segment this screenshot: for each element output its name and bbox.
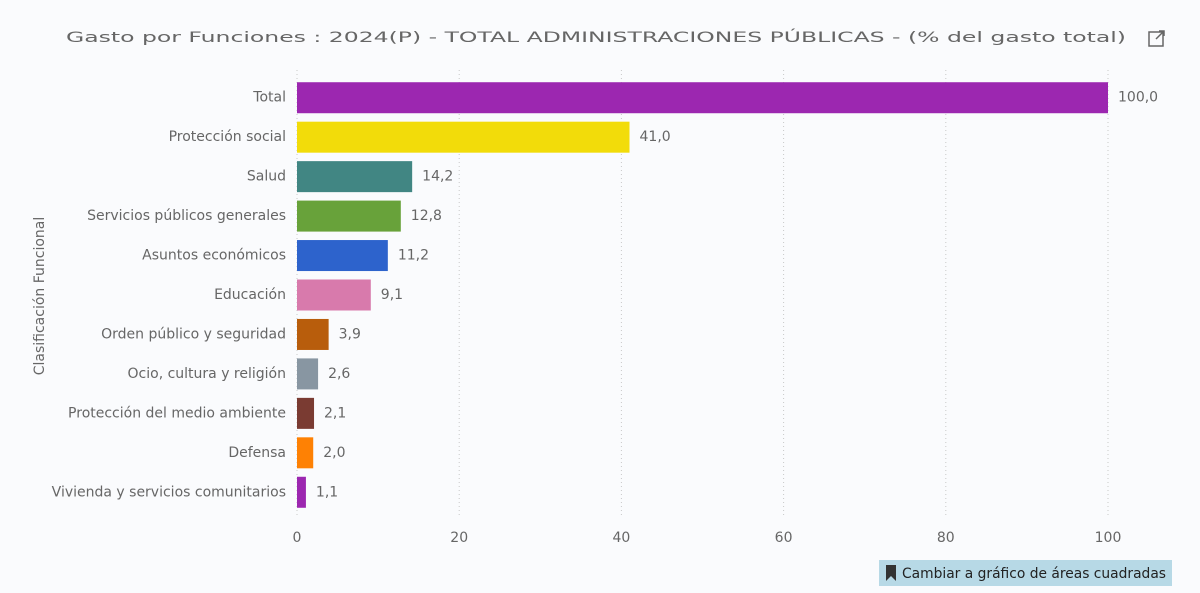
y-tick-label: Defensa [228,445,286,461]
y-tick-label: Orden público y seguridad [101,326,286,342]
x-tick-label: 100 [1095,530,1122,546]
bar [297,279,371,311]
bar [297,161,413,193]
y-tick-label: Protección social [169,129,286,145]
y-tick-label: Protección del medio ambiente [68,405,286,421]
y-tick-label: Servicios públicos generales [87,208,286,224]
x-tick-label: 20 [450,530,468,546]
data-label: 14,2 [422,169,453,185]
y-tick-label: Educación [214,287,286,303]
y-tick-label: Asuntos económicos [142,248,286,264]
bar [297,240,388,272]
x-tick-label: 0 [293,530,302,546]
x-tick-label: 60 [775,530,793,546]
y-tick-label: Vivienda y servicios comunitarios [52,484,286,500]
data-label: 100,0 [1118,90,1158,106]
expand-icon[interactable] [1148,30,1165,47]
data-label: 2,0 [323,445,345,461]
y-tick-label: Salud [247,169,286,185]
y-tick-label: Total [252,90,286,106]
x-tick-label: 40 [612,530,630,546]
bar [297,358,319,390]
bar [297,121,630,153]
y-tick-label: Ocio, cultura y religión [128,366,286,382]
data-label: 2,6 [328,366,350,382]
y-axis-title: Clasificación Funcional [32,217,48,376]
x-tick-label: 80 [937,530,955,546]
bar [297,200,401,232]
data-label: 1,1 [316,484,338,500]
data-label: 2,1 [324,405,346,421]
bar [297,476,306,508]
chart-title: Gasto por Funciones : 2024(P) - TOTAL AD… [66,28,1126,46]
button-label[interactable]: Cambiar a gráfico de áreas cuadradas [902,566,1166,582]
data-label: 11,2 [398,248,429,264]
data-label: 9,1 [381,287,403,303]
data-label: 12,8 [411,208,442,224]
data-label: 3,9 [339,326,361,342]
data-label: 41,0 [640,129,671,145]
bar [297,397,315,429]
bar [297,437,314,469]
bar [297,318,329,350]
toggle-button[interactable]: Cambiar a gráfico de áreas cuadradas [879,560,1172,586]
bar [297,82,1108,114]
